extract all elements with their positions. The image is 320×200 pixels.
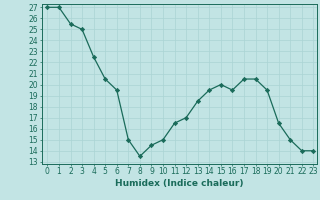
X-axis label: Humidex (Indice chaleur): Humidex (Indice chaleur) [115, 179, 244, 188]
